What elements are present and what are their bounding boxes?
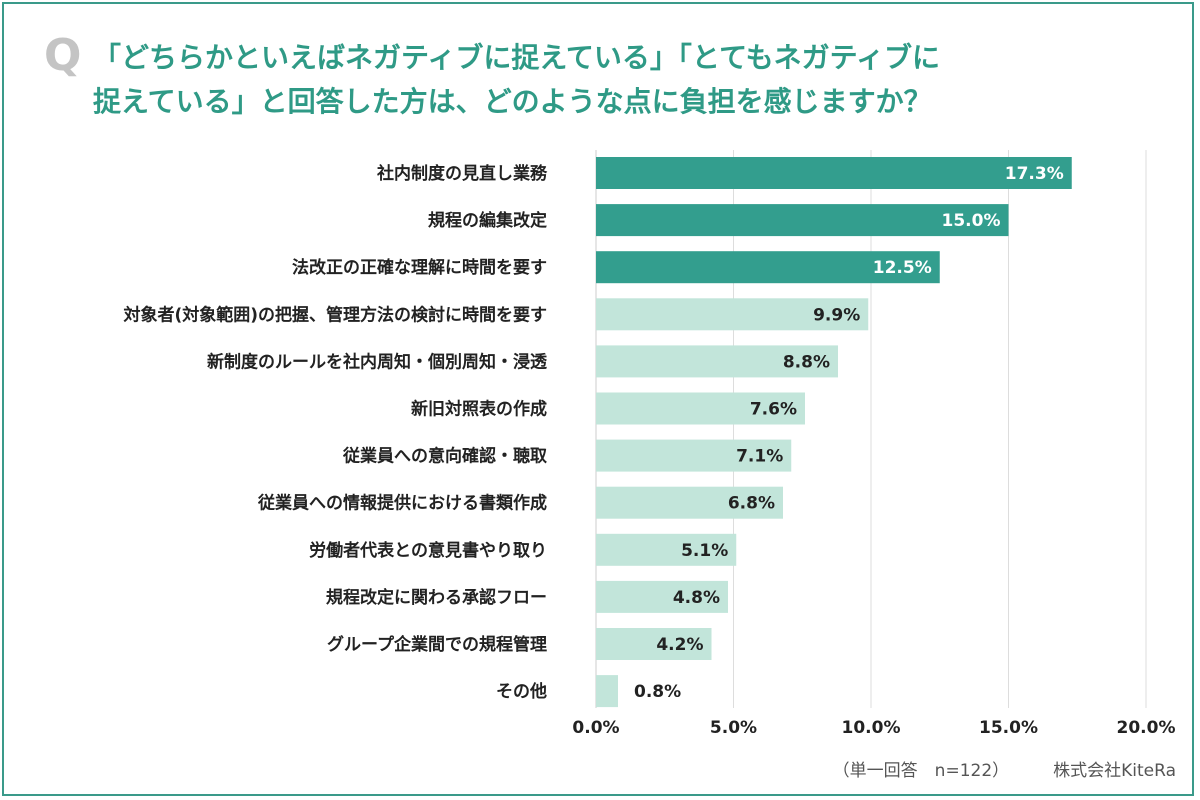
bar	[596, 628, 712, 660]
bar	[596, 251, 940, 284]
value-label: 8.8%	[783, 352, 830, 372]
chart-title-line-2: 捉えている」と回答した方は、どのような点に負担を感じますか？	[93, 85, 932, 118]
category-labels: 社内制度の見直し業務規程の編集改定法改正の正確な理解に時間を要す対象者(対象範囲…	[122, 163, 548, 702]
x-axis-ticks: 0.0% 5.0% 10.0% 15.0% 20.0%	[572, 718, 1175, 738]
bar	[596, 533, 737, 566]
value-label: 15.0%	[942, 211, 1001, 231]
category-label: 対象者(対象範囲)の把握、管理方法の検討に時間を要す	[122, 304, 547, 325]
footnote: （単一回答 n=122） 株式会社KiteRa	[833, 756, 1176, 781]
category-label: 従業員への情報提供における書類作成	[257, 493, 547, 514]
bar	[596, 392, 805, 425]
category-label: 規程改定に関わる承認フロー	[326, 587, 547, 608]
chart-title-line-1: 「どちらかといえばネガティブに捉えている」「とてもネガティブに	[93, 41, 941, 74]
value-label: 0.8%	[634, 682, 681, 702]
x-tick-label: 20.0%	[1117, 718, 1176, 738]
category-label: グループ企業間での規程管理	[327, 634, 547, 655]
category-label: 法改正の正確な理解に時間を要す	[292, 257, 547, 278]
bar	[596, 345, 838, 378]
bar	[596, 439, 792, 472]
bar	[596, 157, 1072, 189]
value-label: 6.8%	[728, 494, 775, 514]
sample-note: （単一回答 n=122）	[832, 761, 1010, 781]
company-credit: 株式会社KiteRa	[1053, 761, 1176, 781]
value-label: 7.1%	[736, 447, 783, 467]
value-label: 4.2%	[656, 635, 703, 655]
x-tick-label: 0.0%	[572, 718, 619, 738]
bar	[596, 675, 618, 708]
value-label: 12.5%	[873, 258, 932, 278]
category-label: 労働者代表との意見書やり取り	[309, 540, 547, 561]
value-label: 4.8%	[673, 588, 720, 608]
gridlines	[595, 150, 1147, 708]
category-label: 新旧対照表の作成	[411, 399, 547, 420]
bar-series	[596, 157, 1072, 708]
bar	[596, 298, 869, 331]
x-tick-label: 5.0%	[710, 718, 757, 738]
bar	[596, 486, 783, 519]
question-mark: Q	[44, 30, 82, 81]
category-label: その他	[496, 681, 547, 702]
x-tick-label: 10.0%	[842, 718, 901, 738]
category-label: 社内制度の見直し業務	[376, 163, 548, 184]
value-label: 9.9%	[813, 305, 860, 325]
value-labels: 17.3% 15.0% 12.5% 9.9% 8.8% 7.6% 7.1% 6.8% 5.1% 4…	[634, 164, 1064, 702]
x-tick-label: 15.0%	[979, 718, 1038, 738]
category-label: 従業員への意向確認・聴取	[342, 446, 547, 467]
bar	[596, 580, 728, 613]
value-label: 17.3%	[1005, 164, 1064, 184]
category-label: 規程の編集改定	[428, 210, 547, 231]
value-label: 5.1%	[681, 541, 728, 561]
bar	[596, 204, 1009, 237]
category-label: 新制度のルールを社内周知・個別周知・浸透	[207, 351, 548, 372]
value-label: 7.6%	[750, 400, 797, 420]
